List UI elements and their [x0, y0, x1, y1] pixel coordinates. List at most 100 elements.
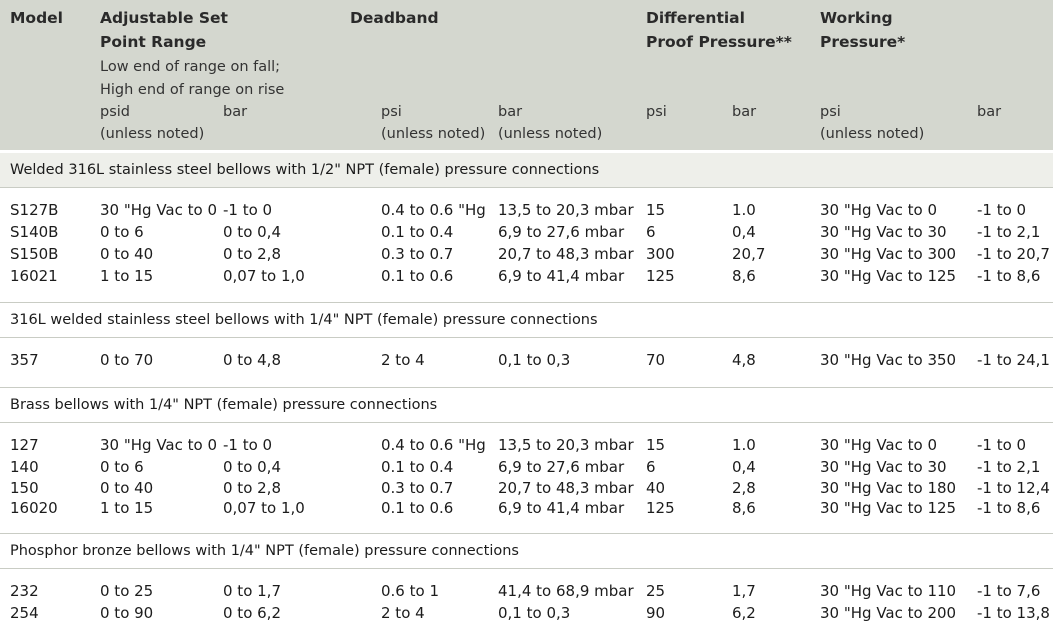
model-cell: 254 — [10, 604, 39, 622]
col-diff-header-line2: Proof Pressure** — [646, 33, 792, 51]
setpoint-psid-cell: 30 "Hg Vac to 0 — [100, 436, 217, 454]
proof-bar-cell: 20,7 — [732, 245, 766, 263]
working-bar-cell: -1 to 2,1 — [977, 223, 1041, 241]
proof-psi-cell: 70 — [646, 351, 666, 369]
setpoint-psid-cell: 0 to 25 — [100, 582, 154, 600]
setpoint-bar-cell: 0 to 0,4 — [223, 223, 281, 241]
setpoint-psid-cell: 1 to 15 — [100, 499, 154, 517]
proof-bar-cell: 2,8 — [732, 479, 756, 497]
working-psi-cell: 30 "Hg Vac to 200 — [820, 604, 957, 622]
model-cell: 357 — [10, 351, 39, 369]
working-psi-cell: 30 "Hg Vac to 125 — [820, 267, 957, 285]
deadband-bar-cell: 6,9 to 27,6 mbar — [498, 458, 625, 476]
section-title: Brass bellows with 1/4" NPT (female) pre… — [10, 397, 438, 413]
table-row: 140 0 to 6 0 to 0,4 0.1 to 0.4 6,9 to 27,6 m… — [0, 456, 1053, 478]
deadband-bar-cell: 0,1 to 0,3 — [498, 604, 571, 622]
section-divider — [0, 337, 1053, 338]
setpoint-psid-cell: 0 to 6 — [100, 223, 144, 241]
col-setpoint-header-line2: Point Range — [100, 33, 207, 51]
setpoint-bar-cell: 0,07 to 1,0 — [223, 499, 305, 517]
col-setpoint-note2: High end of range on rise — [100, 82, 285, 98]
unit-db-bar-note: (unless noted) — [498, 126, 603, 142]
section-divider — [0, 533, 1053, 534]
working-bar-cell: -1 to 0 — [977, 436, 1027, 454]
working-bar-cell: -1 to 8,6 — [977, 499, 1041, 517]
setpoint-bar-cell: 0 to 4,8 — [223, 351, 281, 369]
proof-psi-cell: 40 — [646, 479, 666, 497]
setpoint-psid-cell: 0 to 40 — [100, 245, 154, 263]
section-divider — [0, 387, 1053, 388]
col-working-header-line2: Pressure* — [820, 33, 906, 51]
deadband-psi-cell: 0.1 to 0.4 — [381, 458, 454, 476]
deadband-psi-cell: 0.1 to 0.6 — [381, 499, 454, 517]
proof-bar-cell: 0,4 — [732, 223, 756, 241]
working-bar-cell: -1 to 7,6 — [977, 582, 1041, 600]
proof-psi-cell: 25 — [646, 582, 666, 600]
deadband-bar-cell: 6,9 to 27,6 mbar — [498, 223, 625, 241]
deadband-psi-cell: 0.4 to 0.6 "Hg — [381, 436, 486, 454]
table-header: Model Adjustable Set Point Range Low end… — [0, 0, 1053, 150]
unit-wp-psi: psi — [820, 104, 841, 120]
unit-dp-psi: psi — [646, 104, 667, 120]
col-setpoint-note1: Low end of range on fall; — [100, 59, 281, 75]
proof-bar-cell: 1.0 — [732, 436, 756, 454]
setpoint-psid-cell: 30 "Hg Vac to 0 — [100, 201, 217, 219]
working-psi-cell: 30 "Hg Vac to 30 — [820, 223, 947, 241]
table-row: S140B 0 to 6 0 to 0,4 0.1 to 0.4 6,9 to 27,6… — [0, 221, 1053, 243]
section-band — [0, 153, 1053, 187]
working-bar-cell: -1 to 8,6 — [977, 267, 1041, 285]
section-divider — [0, 568, 1053, 569]
setpoint-bar-cell: 0,07 to 1,0 — [223, 267, 305, 285]
unit-sp-psid: psid — [100, 104, 130, 120]
unit-db-psi-note: (unless noted) — [381, 126, 486, 142]
table-row: 16020 1 to 15 0,07 to 1,0 0.1 to 0.6 6,9 to … — [0, 497, 1053, 519]
unit-dp-bar: bar — [732, 104, 757, 120]
proof-bar-cell: 4,8 — [732, 351, 756, 369]
deadband-bar-cell: 41,4 to 68,9 mbar — [498, 582, 634, 600]
working-bar-cell: -1 to 20,7 — [977, 245, 1050, 263]
proof-psi-cell: 125 — [646, 267, 675, 285]
deadband-bar-cell: 0,1 to 0,3 — [498, 351, 571, 369]
proof-psi-cell: 15 — [646, 201, 666, 219]
table-row: S127B 30 "Hg Vac to 0 -1 to 0 0.4 to 0.6 "H… — [0, 199, 1053, 221]
working-bar-cell: -1 to 24,1 — [977, 351, 1050, 369]
setpoint-bar-cell: -1 to 0 — [223, 201, 273, 219]
setpoint-psid-cell: 1 to 15 — [100, 267, 154, 285]
working-bar-cell: -1 to 12,4 — [977, 479, 1050, 497]
deadband-psi-cell: 0.3 to 0.7 — [381, 479, 454, 497]
proof-bar-cell: 6,2 — [732, 604, 756, 622]
table-row: 16021 1 to 15 0,07 to 1,0 0.1 to 0.6 6,9 to … — [0, 265, 1053, 287]
working-psi-cell: 30 "Hg Vac to 300 — [820, 245, 957, 263]
table-row: 127 30 "Hg Vac to 0 -1 to 0 0.4 to 0.6 "Hg 1… — [0, 434, 1053, 456]
model-cell: 127 — [10, 436, 39, 454]
deadband-bar-cell: 20,7 to 48,3 mbar — [498, 245, 634, 263]
working-psi-cell: 30 "Hg Vac to 0 — [820, 201, 937, 219]
table-row: 150 0 to 40 0 to 2,8 0.3 to 0.7 20,7 to 48,3… — [0, 477, 1053, 499]
deadband-psi-cell: 0.6 to 1 — [381, 582, 439, 600]
section-divider — [0, 302, 1053, 303]
model-cell: S127B — [10, 201, 59, 219]
col-diff-header-line1: Differential — [646, 9, 745, 27]
model-cell: 150 — [10, 479, 39, 497]
unit-db-psi: psi — [381, 104, 402, 120]
working-bar-cell: -1 to 13,8 — [977, 604, 1050, 622]
deadband-psi-cell: 2 to 4 — [381, 351, 425, 369]
table-row: 254 0 to 90 0 to 6,2 2 to 4 0,1 to 0,3 90 6,2 3… — [0, 602, 1053, 624]
working-psi-cell: 30 "Hg Vac to 180 — [820, 479, 957, 497]
deadband-psi-cell: 2 to 4 — [381, 604, 425, 622]
section-title: 316L welded stainless steel bellows with… — [10, 312, 598, 328]
proof-psi-cell: 15 — [646, 436, 666, 454]
proof-bar-cell: 0,4 — [732, 458, 756, 476]
setpoint-bar-cell: 0 to 6,2 — [223, 604, 281, 622]
section-title: Phosphor bronze bellows with 1/4" NPT (f… — [10, 543, 519, 559]
table-row: 232 0 to 25 0 to 1,7 0.6 to 1 41,4 to 68,9 m… — [0, 580, 1053, 602]
deadband-bar-cell: 6,9 to 41,4 mbar — [498, 499, 625, 517]
table-row: 357 0 to 70 0 to 4,8 2 to 4 0,1 to 0,3 70 4,8 3… — [0, 349, 1053, 371]
deadband-bar-cell: 20,7 to 48,3 mbar — [498, 479, 634, 497]
proof-psi-cell: 125 — [646, 499, 675, 517]
deadband-bar-cell: 13,5 to 20,3 mbar — [498, 201, 634, 219]
col-model-header: Model — [10, 9, 63, 27]
deadband-bar-cell: 6,9 to 41,4 mbar — [498, 267, 625, 285]
section-divider — [0, 422, 1053, 423]
proof-psi-cell: 6 — [646, 458, 656, 476]
